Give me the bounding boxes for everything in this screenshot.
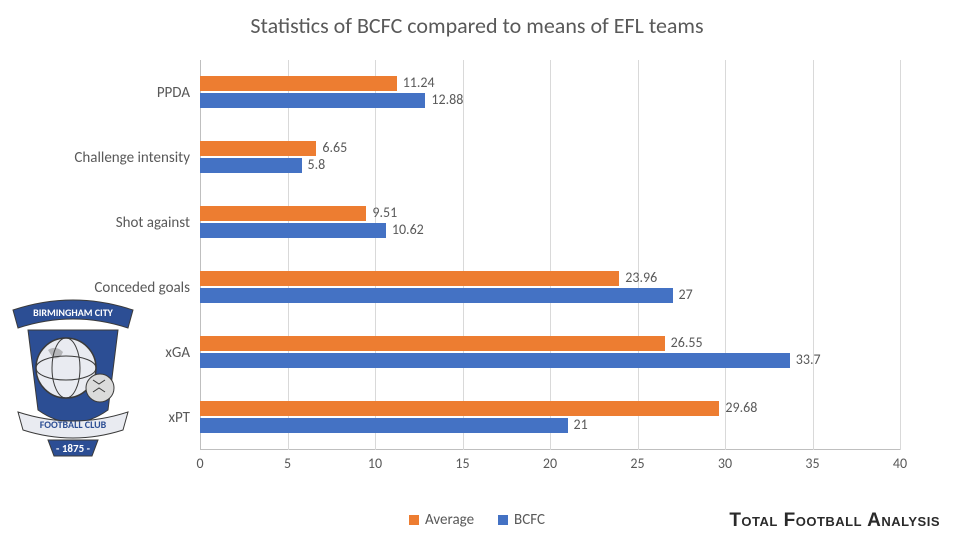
category-row: xPT29.6821	[200, 385, 900, 450]
x-tick-label: 5	[284, 455, 291, 472]
logo-ribbon-bottom: FOOTBALL CLUB	[40, 418, 107, 431]
legend-swatch	[498, 515, 508, 525]
bar-value-label: 5.8	[302, 156, 326, 173]
bar-average: 29.68	[200, 401, 719, 416]
bar-bcfc: 27	[200, 288, 673, 303]
bar-value-label: 26.55	[665, 334, 703, 351]
x-tick-label: 35	[805, 455, 819, 472]
bar-average: 6.65	[200, 141, 316, 156]
legend-label: Average	[425, 511, 474, 529]
x-tick-label: 25	[630, 455, 644, 472]
category-row: Shot against9.5110.62	[200, 190, 900, 255]
bar-value-label: 33.7	[790, 351, 821, 368]
plot-area: PPDA11.2412.88Challenge intensity6.655.8…	[200, 60, 900, 450]
logo-ribbon-top: BIRMINGHAM CITY	[33, 306, 114, 319]
category-label: Shot against	[20, 214, 200, 232]
category-row: Challenge intensity6.655.8	[200, 125, 900, 190]
brand-wordmark: Total Football Analysis	[729, 510, 940, 532]
category-row: PPDA11.2412.88	[200, 60, 900, 125]
bar-bcfc: 33.7	[200, 353, 790, 368]
bar-value-label: 11.24	[397, 74, 435, 91]
legend-swatch	[409, 515, 419, 525]
x-tick-label: 20	[543, 455, 557, 472]
bcfc-logo: BIRMINGHAM CITY FOOTBALL CLUB - 1875 -	[8, 280, 138, 470]
legend-label: BCFC	[514, 511, 545, 529]
bar-value-label: 23.96	[619, 269, 657, 286]
legend-item: Average	[409, 511, 474, 529]
x-tick-label: 15	[455, 455, 469, 472]
x-ticks: 0510152025303540	[200, 455, 900, 475]
x-tick-label: 0	[196, 455, 203, 472]
bar-value-label: 6.65	[316, 139, 347, 156]
x-tick-label: 40	[893, 455, 907, 472]
bar-bcfc: 12.88	[200, 93, 425, 108]
bar-value-label: 10.62	[386, 221, 424, 238]
bar-average: 26.55	[200, 336, 665, 351]
bar-bcfc: 21	[200, 418, 568, 433]
category-label: PPDA	[20, 84, 200, 102]
category-label: Challenge intensity	[20, 149, 200, 167]
bar-value-label: 27	[673, 286, 693, 303]
bar-value-label: 9.51	[366, 204, 397, 221]
logo-year: - 1875 -	[56, 442, 91, 455]
bar-bcfc: 10.62	[200, 223, 386, 238]
bar-value-label: 29.68	[719, 399, 757, 416]
category-row: Conceded goals23.9627	[200, 255, 900, 320]
x-tick-label: 30	[718, 455, 732, 472]
bar-bcfc: 5.8	[200, 158, 302, 173]
bar-value-label: 12.88	[425, 91, 463, 108]
bar-average: 9.51	[200, 206, 366, 221]
bar-value-label: 21	[568, 416, 588, 433]
chart-title: Statistics of BCFC compared to means of …	[0, 0, 954, 39]
x-tick-label: 10	[368, 455, 382, 472]
bar-average: 11.24	[200, 76, 397, 91]
legend-item: BCFC	[498, 511, 545, 529]
bar-average: 23.96	[200, 271, 619, 286]
category-row: xGA26.5533.7	[200, 320, 900, 385]
gridline	[900, 60, 901, 450]
